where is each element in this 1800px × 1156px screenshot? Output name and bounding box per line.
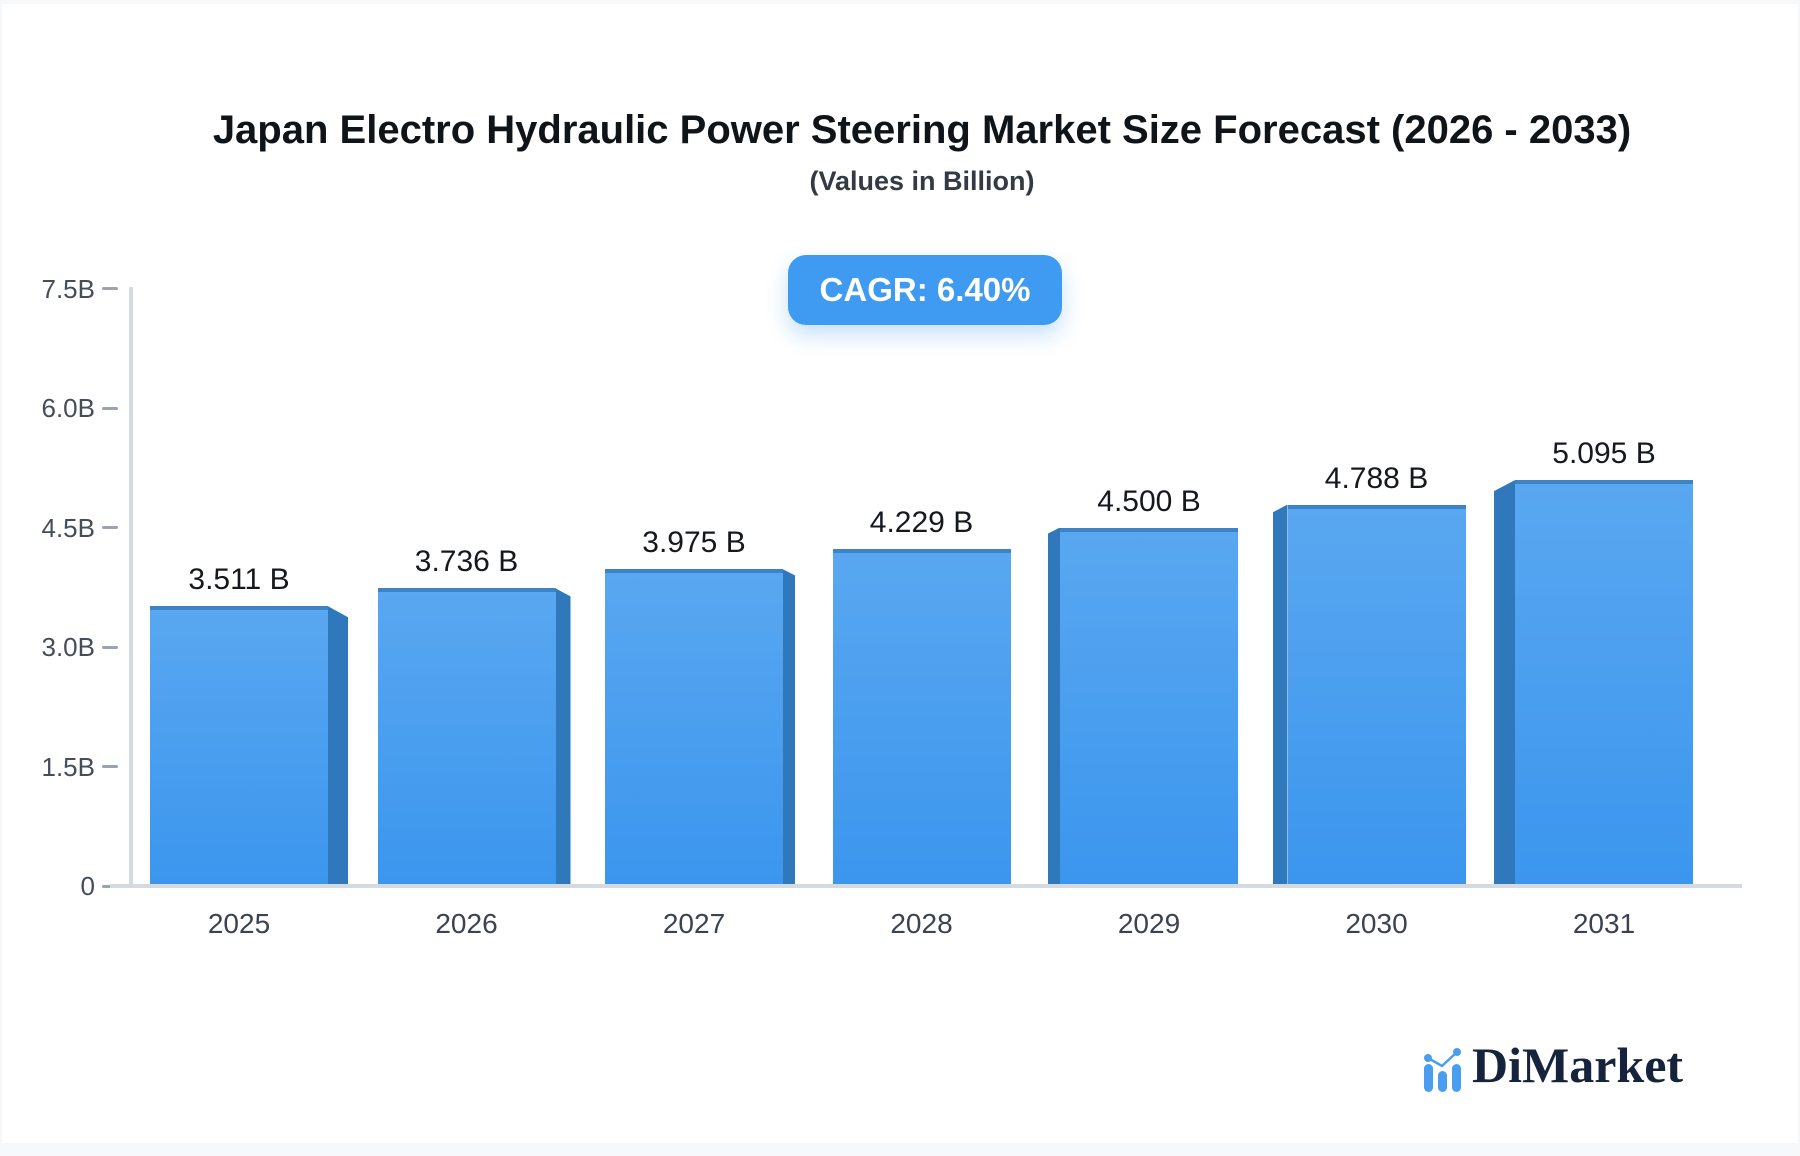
bar-side-2031 — [1494, 480, 1515, 886]
bar-value-label: 3.975 B — [642, 526, 746, 560]
y-axis-line — [129, 287, 133, 888]
y-axis-tick-mark — [102, 765, 118, 768]
y-axis-tick-mark — [102, 287, 118, 290]
bar-2026 — [377, 588, 556, 886]
bar-side-2030 — [1272, 504, 1288, 886]
x-axis-label: 2027 — [662, 908, 726, 939]
y-axis-tick-mark — [102, 526, 118, 529]
y-axis-tick-label: 3.0B — [41, 632, 96, 662]
bar-value-label: 3.736 B — [414, 545, 519, 579]
y-axis-tick-mark — [102, 406, 118, 410]
x-axis-label: 2025 — [207, 908, 271, 939]
chart-card: Japan Electro Hydraulic Power Steering M… — [2, 4, 1798, 1143]
dimarket-logo-text: DiMarket — [1472, 1037, 1684, 1093]
bar-side-2027 — [783, 569, 795, 886]
cagr-badge: CAGR: 6.40% — [788, 255, 1062, 325]
x-axis-label: 2030 — [1345, 908, 1408, 939]
bar-side-2025 — [328, 606, 348, 886]
x-axis-label: 2031 — [1572, 908, 1636, 939]
bar-2030 — [1287, 504, 1466, 886]
bar-2027 — [605, 569, 783, 886]
x-axis-line — [110, 884, 1742, 888]
page-title: Japan Electro Hydraulic Power Steering M… — [212, 108, 1632, 152]
bar-value-label: 4.229 B — [869, 506, 974, 540]
page-subtitle: (Values in Billion) — [809, 166, 1035, 196]
bar-chart-logo-icon — [1424, 1048, 1461, 1092]
bar-2025 — [150, 606, 328, 886]
bar-value-label: 4.500 B — [1097, 484, 1201, 518]
bar-side-2029 — [1048, 527, 1060, 886]
bar-2031 — [1515, 480, 1693, 886]
bar-value-label: 3.511 B — [188, 563, 290, 597]
x-axis-label: 2026 — [435, 908, 498, 939]
bar-value-label: 5.095 B — [1552, 437, 1656, 471]
bar-2029 — [1060, 527, 1238, 886]
x-axis-label: 2028 — [890, 908, 953, 939]
bar-value-label: 4.788 B — [1324, 461, 1429, 495]
y-axis-tick-label: 0 — [80, 871, 95, 901]
y-axis-tick-label: 4.5B — [41, 512, 96, 543]
x-axis-label: 2029 — [1117, 908, 1181, 939]
y-axis-tick-label: 7.5B — [41, 273, 96, 304]
y-axis-tick-label: 6.0B — [41, 393, 96, 423]
y-axis-tick-mark — [102, 645, 118, 649]
y-axis-tick-label: 1.5B — [41, 751, 96, 782]
bar-side-2026 — [555, 588, 571, 886]
bar-2028 — [832, 549, 1011, 886]
